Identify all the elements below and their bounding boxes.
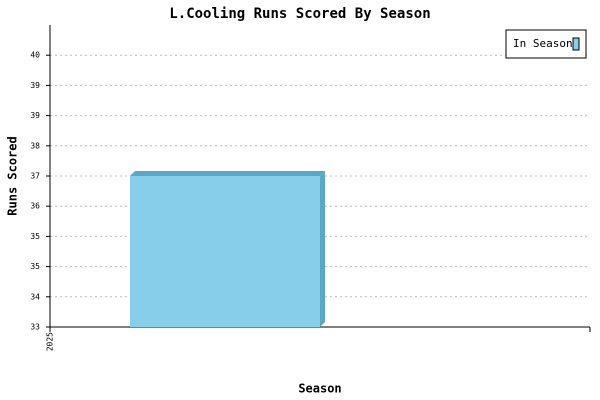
y-tick-label: 35 xyxy=(30,262,40,271)
y-tick-label: 40 xyxy=(30,51,40,60)
x-axis-label: Season xyxy=(298,382,341,396)
x-tick-label: 2025 xyxy=(46,332,55,351)
y-tick-label: 36 xyxy=(30,202,40,211)
y-tick-label: 39 xyxy=(30,81,40,90)
y-tick-label: 33 xyxy=(30,323,40,332)
y-axis-label: Runs Scored xyxy=(6,136,20,215)
legend-swatch xyxy=(572,37,580,51)
bar-top xyxy=(130,171,325,176)
bar-side xyxy=(320,171,325,327)
bar xyxy=(130,176,320,327)
y-tick-label: 37 xyxy=(30,172,40,181)
y-tick-label: 35 xyxy=(30,232,40,241)
chart-title: L.Cooling Runs Scored By Season xyxy=(169,6,430,22)
y-tick-label: 34 xyxy=(30,292,40,301)
legend-label: In Season xyxy=(513,37,573,50)
y-tick-label: 38 xyxy=(30,141,40,150)
y-tick-label: 39 xyxy=(30,111,40,120)
legend: In Season xyxy=(505,29,587,59)
